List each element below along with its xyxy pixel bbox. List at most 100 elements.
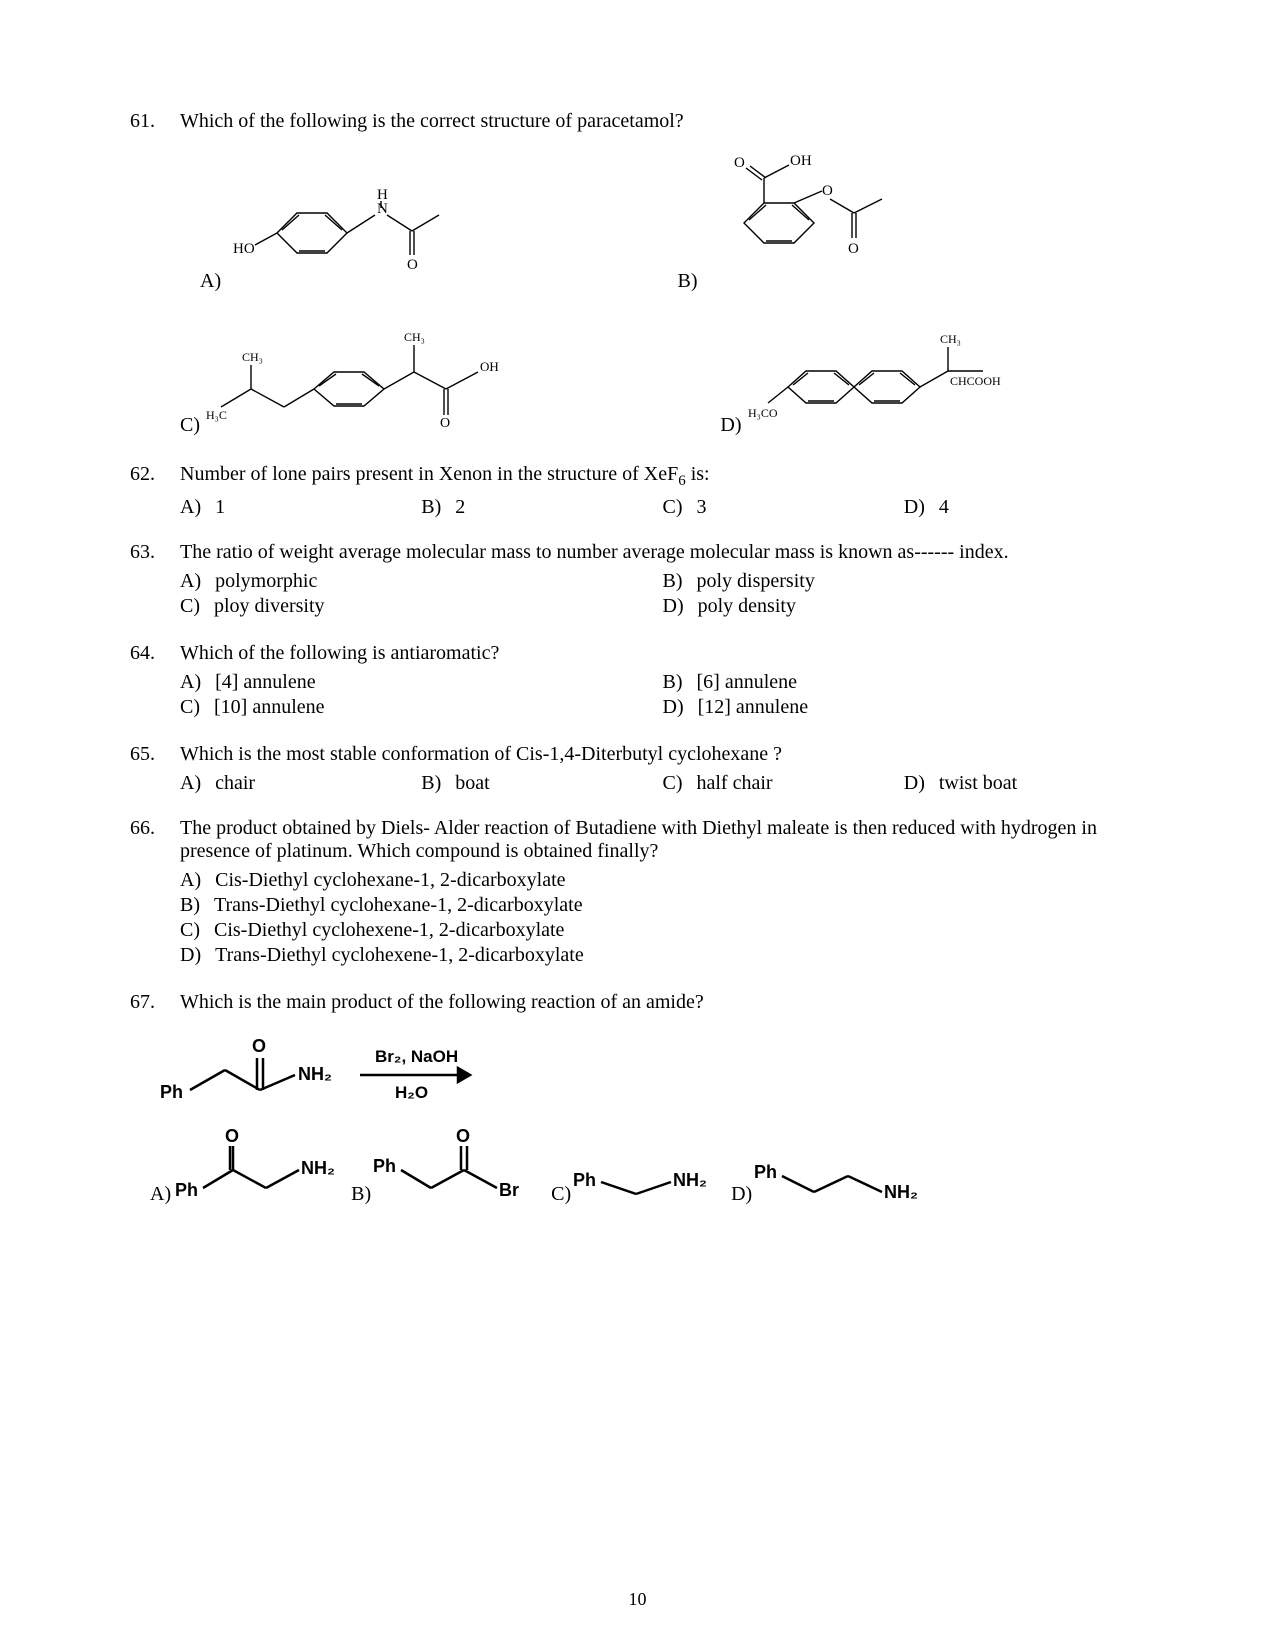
option-c: C)3 — [663, 496, 904, 519]
option-d: D)4 — [904, 496, 1145, 519]
question-number: 62. — [130, 463, 180, 519]
question-number: 66. — [130, 817, 180, 969]
reaction-options-row: A) Ph O NH₂ — [150, 1126, 1145, 1206]
option-c: C)half chair — [663, 772, 904, 795]
option-c: C) Ph NH₂ — [551, 1146, 731, 1206]
svg-text:Br: Br — [499, 1180, 519, 1200]
question-67: 67. Which is the main product of the fol… — [130, 991, 1145, 1206]
option-d: D)[12] annulene — [663, 696, 1146, 719]
options-row: A)1 B)2 C)3 D)4 — [180, 496, 1145, 519]
svg-text:O: O — [407, 257, 418, 273]
structure-aspirin: O OH O O — [704, 143, 934, 293]
svg-text:CHCOOH: CHCOOH — [950, 374, 1001, 388]
structure-opt-d: Ph NH₂ — [752, 1146, 942, 1206]
option-c: C)ploy diversity — [180, 595, 663, 618]
svg-text:NH₂: NH₂ — [673, 1170, 707, 1190]
option-a: A)chair — [180, 772, 421, 795]
svg-text:O: O — [734, 155, 745, 171]
svg-text:O: O — [225, 1126, 239, 1146]
svg-text:H: H — [377, 187, 388, 203]
option-b: B) Ph O Br — [351, 1126, 551, 1206]
structure-ibuprofen: H₃C CH₃ CH₃ O OH — [206, 297, 526, 437]
page-number: 10 — [0, 1589, 1275, 1610]
option-b: B) — [668, 143, 1146, 293]
option-label: C) — [180, 414, 200, 437]
reagent-top: Br₂, NaOH — [375, 1047, 458, 1066]
reagent-bottom: H₂O — [395, 1083, 428, 1102]
svg-text:NH₂: NH₂ — [884, 1182, 918, 1202]
options-grid: A)[4] annulene B)[6] annulene C)[10] ann… — [180, 671, 1145, 721]
svg-text:O: O — [822, 183, 833, 199]
svg-text:O: O — [252, 1036, 266, 1056]
question-66: 66. The product obtained by Diels- Alder… — [130, 817, 1145, 969]
question-number: 61. — [130, 110, 180, 441]
option-label: A) — [200, 270, 221, 293]
svg-text:O: O — [848, 241, 859, 257]
svg-text:CH₃: CH₃ — [242, 350, 263, 364]
option-d: D) Ph NH₂ — [731, 1146, 942, 1206]
structure-opt-a: Ph O NH₂ — [171, 1126, 351, 1206]
svg-text:N: N — [377, 201, 388, 217]
option-d: D)Trans-Diethyl cyclohexene-1, 2-dicarbo… — [180, 944, 1145, 967]
structure-row-2: C) — [180, 297, 1145, 437]
option-c: C) — [180, 297, 720, 437]
svg-text:H₃C: H₃C — [206, 408, 227, 422]
svg-text:CH₃: CH₃ — [404, 330, 425, 344]
question-text: The product obtained by Diels- Alder rea… — [180, 817, 1145, 863]
svg-text:OH: OH — [790, 153, 812, 169]
svg-text:OH: OH — [480, 359, 499, 374]
option-a: A)1 — [180, 496, 421, 519]
svg-text:NH₂: NH₂ — [298, 1064, 332, 1084]
svg-text:Ph: Ph — [160, 1082, 183, 1102]
options-grid: A)polymorphic B)poly dispersity C)ploy d… — [180, 570, 1145, 620]
option-d: D) — [720, 297, 1145, 437]
question-62: 62. Number of lone pairs present in Xeno… — [130, 463, 1145, 519]
reaction-scheme: Ph O NH₂ Br₂, NaOH H₂O — [150, 1020, 570, 1120]
svg-text:CH₃: CH₃ — [940, 332, 961, 346]
option-b: B)[6] annulene — [663, 671, 1146, 694]
structure-paracetamol: HO N H O — [227, 153, 477, 293]
option-a: A)[4] annulene — [180, 671, 663, 694]
svg-text:O: O — [456, 1126, 470, 1146]
options-stack: A)Cis-Diethyl cyclohexane-1, 2-dicarboxy… — [180, 869, 1145, 967]
option-d: D)twist boat — [904, 772, 1145, 795]
question-text: Number of lone pairs present in Xenon in… — [180, 463, 1145, 490]
structure-opt-c: Ph NH₂ — [571, 1146, 731, 1206]
option-b: B)Trans-Diethyl cyclohexane-1, 2-dicarbo… — [180, 894, 1145, 917]
option-d: D)poly density — [663, 595, 1146, 618]
svg-text:O: O — [440, 416, 450, 431]
options-row: A)chair B)boat C)half chair D)twist boat — [180, 772, 1145, 795]
svg-text:Ph: Ph — [754, 1162, 777, 1182]
structure-naproxen: H₃CO CH₃ CHCOOH — [748, 317, 1028, 437]
option-a: A) — [180, 143, 668, 293]
exam-page: 61. Which of the following is the correc… — [0, 0, 1275, 1650]
structure-opt-b: Ph O Br — [371, 1126, 551, 1206]
option-a: A)Cis-Diethyl cyclohexane-1, 2-dicarboxy… — [180, 869, 1145, 892]
question-65: 65. Which is the most stable conformatio… — [130, 743, 1145, 795]
question-number: 63. — [130, 541, 180, 620]
question-63: 63. The ratio of weight average molecula… — [130, 541, 1145, 620]
question-text: Which is the main product of the followi… — [180, 991, 1145, 1014]
structure-row-1: A) — [180, 143, 1145, 293]
question-text: Which of the following is the correct st… — [180, 110, 1145, 133]
question-text: Which of the following is antiaromatic? — [180, 642, 1145, 665]
question-number: 65. — [130, 743, 180, 795]
question-64: 64. Which of the following is antiaromat… — [130, 642, 1145, 721]
question-text: The ratio of weight average molecular ma… — [180, 541, 1145, 564]
option-c: C)[10] annulene — [180, 696, 663, 719]
option-b: B)2 — [421, 496, 662, 519]
option-b: B)boat — [421, 772, 662, 795]
svg-text:H₃CO: H₃CO — [748, 406, 778, 420]
svg-text:HO: HO — [233, 241, 255, 257]
option-label: D) — [720, 414, 741, 437]
svg-text:Ph: Ph — [573, 1170, 596, 1190]
option-a: A) Ph O NH₂ — [150, 1126, 351, 1206]
option-c: C)Cis-Diethyl cyclohexene-1, 2-dicarboxy… — [180, 919, 1145, 942]
question-61: 61. Which of the following is the correc… — [130, 110, 1145, 441]
question-number: 64. — [130, 642, 180, 721]
svg-text:Ph: Ph — [373, 1156, 396, 1176]
svg-text:Ph: Ph — [175, 1180, 198, 1200]
option-a: A)polymorphic — [180, 570, 663, 593]
option-label: B) — [678, 270, 698, 293]
svg-text:NH₂: NH₂ — [301, 1158, 335, 1178]
